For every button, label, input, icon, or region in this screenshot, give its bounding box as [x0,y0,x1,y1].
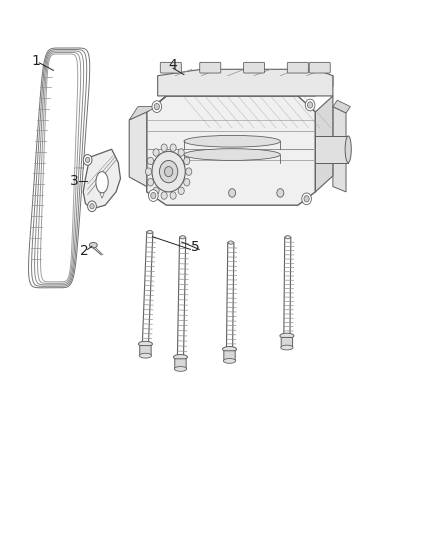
Polygon shape [37,58,81,278]
Circle shape [161,192,167,199]
Ellipse shape [147,230,152,233]
Ellipse shape [280,333,294,338]
Ellipse shape [345,136,351,163]
Circle shape [85,157,90,163]
Polygon shape [100,193,104,198]
Polygon shape [83,149,120,209]
Ellipse shape [89,243,97,248]
Circle shape [152,101,162,112]
Circle shape [148,179,154,186]
FancyBboxPatch shape [281,337,293,347]
Circle shape [178,149,184,156]
Circle shape [154,103,159,110]
Circle shape [90,204,94,209]
FancyBboxPatch shape [160,62,181,73]
Polygon shape [333,100,350,113]
Polygon shape [96,172,108,193]
Circle shape [164,166,173,176]
FancyBboxPatch shape [200,62,221,73]
Ellipse shape [281,345,293,350]
Ellipse shape [180,236,185,239]
Circle shape [186,168,192,175]
Circle shape [170,144,176,151]
Circle shape [178,187,184,195]
Circle shape [153,187,159,195]
Circle shape [151,192,156,199]
Polygon shape [315,96,333,192]
Circle shape [184,157,190,165]
Ellipse shape [138,341,152,346]
FancyBboxPatch shape [287,62,308,73]
Text: 2: 2 [80,244,89,257]
FancyBboxPatch shape [175,359,186,368]
FancyBboxPatch shape [140,345,151,355]
Ellipse shape [184,149,280,160]
Circle shape [145,168,152,175]
Circle shape [83,155,92,165]
Text: 4: 4 [169,58,177,72]
Ellipse shape [285,236,290,239]
Polygon shape [333,107,346,192]
Ellipse shape [173,354,187,360]
Polygon shape [147,76,333,112]
Circle shape [161,144,167,151]
Circle shape [229,189,236,197]
Ellipse shape [228,241,233,244]
Ellipse shape [223,359,236,364]
Ellipse shape [139,353,152,358]
Circle shape [159,160,178,183]
Circle shape [153,149,159,156]
Circle shape [152,151,185,192]
Circle shape [307,102,313,108]
Polygon shape [129,107,158,120]
FancyBboxPatch shape [224,351,235,360]
Circle shape [148,190,158,201]
Circle shape [302,193,311,205]
Circle shape [184,179,190,186]
Circle shape [88,201,96,212]
Polygon shape [158,69,333,96]
Text: 1: 1 [32,54,41,68]
FancyBboxPatch shape [309,62,330,73]
Polygon shape [147,96,315,205]
Circle shape [304,196,309,202]
Circle shape [148,157,154,165]
FancyBboxPatch shape [244,62,265,73]
Circle shape [277,189,284,197]
Polygon shape [129,112,147,187]
Ellipse shape [223,346,237,352]
Ellipse shape [184,135,280,147]
Ellipse shape [174,367,187,372]
Text: 5: 5 [191,240,199,254]
Text: 3: 3 [70,174,79,188]
Circle shape [305,99,315,111]
Circle shape [170,192,176,199]
